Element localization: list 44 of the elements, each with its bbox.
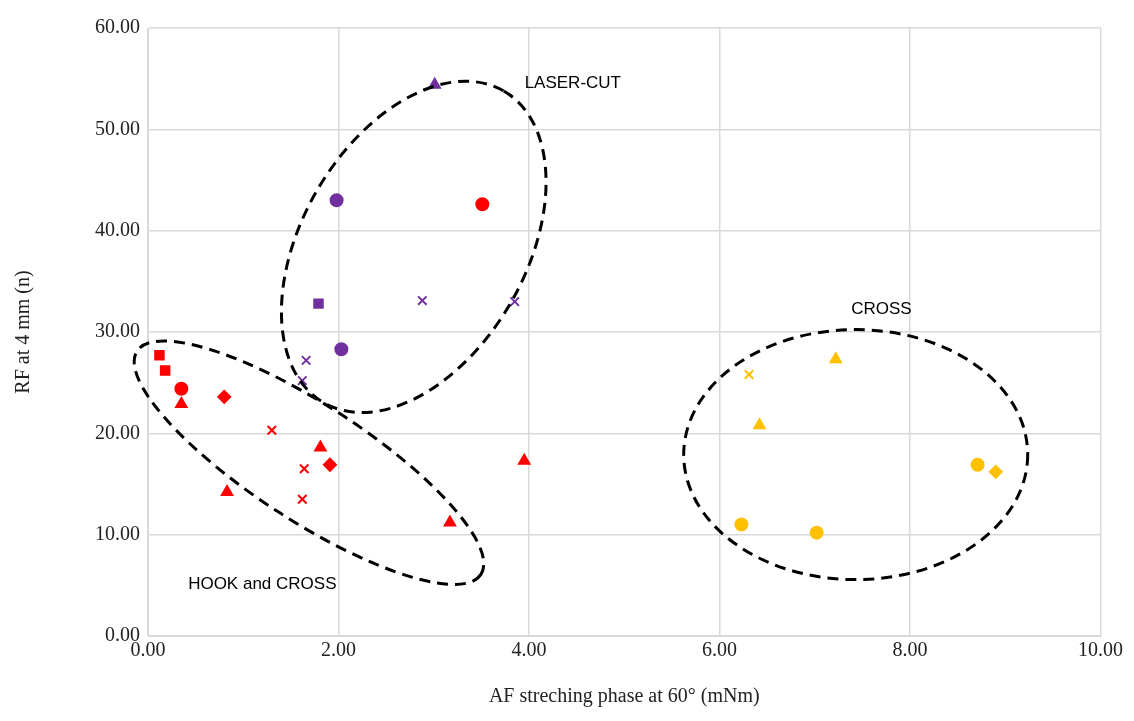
point [753, 418, 766, 430]
point [417, 295, 428, 306]
point [154, 350, 165, 361]
y-tick-label: 30.00 [95, 319, 140, 342]
point [322, 457, 337, 472]
x-tick-label: 10.00 [1078, 638, 1123, 661]
point [809, 525, 824, 540]
point [970, 457, 985, 472]
point [518, 453, 531, 465]
point [300, 355, 312, 366]
point [334, 342, 349, 357]
y-tick-label: 10.00 [95, 521, 140, 544]
point [217, 389, 232, 404]
point [159, 365, 171, 376]
annotation: HOOK and CROSS [188, 574, 337, 594]
point [298, 463, 310, 475]
point [509, 296, 520, 307]
point [329, 193, 344, 208]
x-axis-title: AF streching phase at 60° (mNm) [488, 684, 760, 708]
annotation: LASER-CUT [524, 73, 621, 93]
x-tick-label: 6.00 [702, 638, 737, 661]
point [443, 515, 457, 527]
point [314, 440, 327, 452]
y-tick-label: 60.00 [95, 15, 140, 38]
x-tick-label: 8.00 [892, 638, 928, 661]
point [297, 493, 308, 505]
point [988, 464, 1003, 479]
x-tick-label: 4.00 [511, 638, 547, 661]
point [475, 197, 490, 212]
point [174, 381, 189, 396]
point [743, 369, 755, 380]
y-axis-title: RF at 4 mm (n) [11, 270, 35, 394]
y-tick-label: 20.00 [95, 420, 140, 443]
point [313, 298, 324, 309]
point [829, 352, 842, 364]
point [220, 485, 234, 497]
point [297, 375, 308, 386]
point [734, 517, 749, 532]
y-tick-label: 50.00 [95, 116, 140, 139]
point [175, 396, 188, 408]
x-tick-label: 2.00 [321, 638, 356, 661]
point [266, 425, 278, 436]
y-tick-label: 40.00 [95, 217, 140, 240]
annotation: CROSS [851, 299, 912, 319]
